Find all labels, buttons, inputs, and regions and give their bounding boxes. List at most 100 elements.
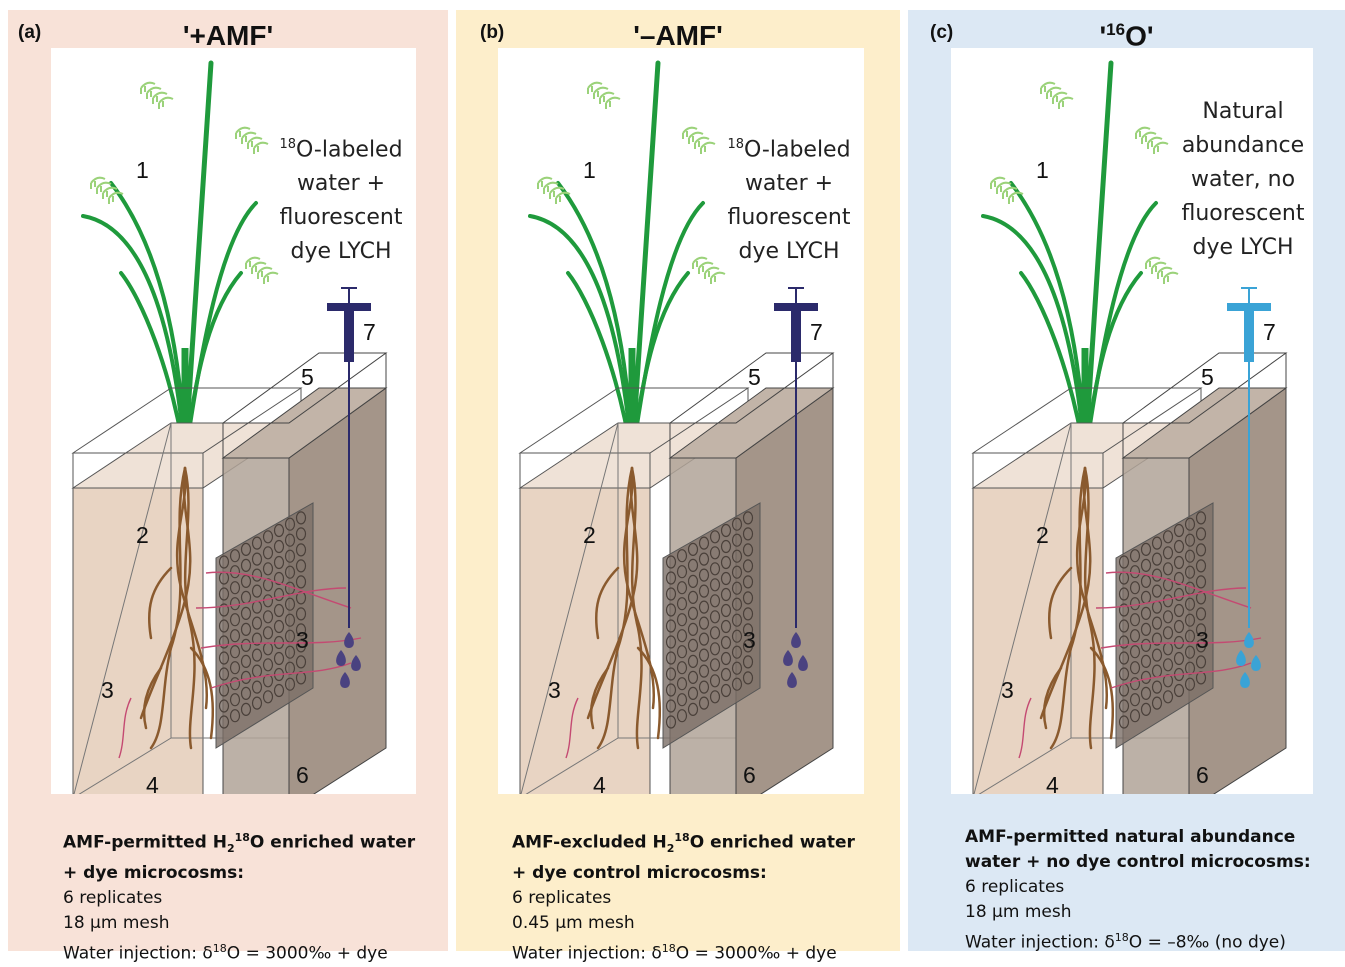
label-plant: 1 <box>136 157 149 183</box>
seed-grain <box>251 266 257 274</box>
caption-heading-2: water + no dye control microcosms: <box>965 852 1311 872</box>
root <box>630 466 643 750</box>
seed-spike <box>96 181 112 189</box>
mesh-hole <box>240 542 252 556</box>
seed-spike <box>1008 191 1024 199</box>
mesh-hole <box>1173 571 1185 586</box>
panel-title: '16O' <box>1099 20 1154 52</box>
mesh-hole <box>240 638 252 653</box>
mesh-hole <box>273 523 285 538</box>
mesh-hole <box>698 568 710 582</box>
seed-grain <box>692 261 698 269</box>
mesh-panel <box>1115 502 1214 749</box>
label-root-compartment: 4 <box>146 772 159 794</box>
mesh-hole <box>1129 677 1141 691</box>
mesh-hole <box>273 555 285 570</box>
caption-injection: Water injection: δ18O = 3000‰ + dye <box>512 942 837 964</box>
mesh-hole <box>1184 613 1196 627</box>
seed-spike <box>593 86 609 94</box>
mesh-hole <box>709 530 721 544</box>
seed-grain <box>241 136 247 144</box>
mesh-hole <box>262 626 274 640</box>
mesh-hole <box>698 552 710 566</box>
box-inner-edge <box>73 422 172 794</box>
syringe-barrel <box>1244 310 1254 362</box>
mesh-hole <box>1129 613 1141 627</box>
seed-grain <box>1040 86 1046 94</box>
mesh-hole <box>218 651 230 665</box>
mesh-hole <box>1129 661 1141 675</box>
seed-spike <box>1135 126 1151 134</box>
seed-spike <box>688 131 704 139</box>
seed-spike <box>543 181 559 189</box>
leaf <box>629 60 661 461</box>
mesh-hole <box>731 677 743 691</box>
seed-grain <box>698 266 704 274</box>
mesh-hole <box>1140 622 1152 637</box>
mesh-hole <box>218 699 230 713</box>
seed-grain <box>102 191 108 199</box>
mesh-hole <box>295 527 307 541</box>
mesh-hole <box>251 632 263 646</box>
root <box>1083 466 1096 750</box>
label-mesh: 6 <box>743 762 756 788</box>
mesh-hole <box>240 702 252 717</box>
mesh-hole <box>720 683 732 698</box>
microcosm-diagram: 1 2 3 3 4 5 6 7 <box>518 60 835 794</box>
mesh-hole <box>295 655 307 669</box>
mesh-hole <box>1184 645 1196 659</box>
mesh-hole <box>218 667 230 681</box>
mesh-hole <box>709 658 721 672</box>
mesh-hole <box>687 686 699 701</box>
water-drop <box>783 650 793 666</box>
mesh-hole <box>720 603 732 618</box>
mesh-hole <box>295 543 307 557</box>
seed-grain <box>1153 146 1159 154</box>
water-drop <box>1244 632 1254 648</box>
caption-injection: Water injection: δ18O = 3000‰ + dye <box>63 942 388 964</box>
hypha <box>205 571 352 609</box>
label-syringe: 7 <box>810 319 823 345</box>
panel-b: (b) '–AMF' 1 2 3 3 4 5 6 7 18O-labeled water + … <box>456 10 900 964</box>
seed-grain <box>605 101 611 109</box>
label-root-compartment: 4 <box>1046 772 1059 794</box>
seed-heads <box>90 81 279 284</box>
mesh-hole <box>709 578 721 592</box>
seed-grain <box>247 141 253 149</box>
mesh-hole <box>676 565 688 579</box>
mesh-hole <box>1151 568 1163 582</box>
mesh-hole <box>1140 638 1152 653</box>
hypha <box>1110 662 1252 689</box>
mesh-hole <box>676 645 688 659</box>
diagram-card: 1 2 3 3 4 5 6 7 18O-labeled water + fluorescent… <box>498 48 864 794</box>
mesh-hole <box>1118 635 1130 649</box>
mesh-hole <box>665 619 677 633</box>
seed-grain <box>253 146 259 154</box>
mesh-hole <box>687 542 699 556</box>
seed-grain <box>1046 91 1052 99</box>
root <box>1039 466 1092 720</box>
seed-spike <box>549 186 565 194</box>
leaf <box>981 214 1087 460</box>
mesh-hole <box>1151 552 1163 566</box>
panel-a: (a) '+AMF' 1 2 3 3 4 5 6 7 18O-labeled water + … <box>8 10 448 964</box>
diagram-group: 1 2 3 3 4 5 6 7 <box>971 60 1288 794</box>
mesh-hole <box>218 715 230 729</box>
label-roots: 2 <box>1036 522 1049 548</box>
mesh-hole <box>687 622 699 637</box>
label-roots: 2 <box>136 522 149 548</box>
mesh-hole <box>698 584 710 598</box>
root <box>149 466 187 750</box>
mesh-hole <box>1129 549 1141 563</box>
mesh-hole <box>698 616 710 630</box>
seed-spike <box>555 191 571 199</box>
seed-spike <box>1163 271 1179 279</box>
seed-grain <box>704 271 710 279</box>
mesh-hole <box>665 683 677 697</box>
mesh-hole <box>1162 530 1174 544</box>
mesh-hole <box>1118 651 1130 665</box>
mesh-hole <box>295 639 307 653</box>
box-inner-edge <box>520 422 619 794</box>
seed-spike <box>235 126 251 134</box>
root <box>139 466 192 720</box>
